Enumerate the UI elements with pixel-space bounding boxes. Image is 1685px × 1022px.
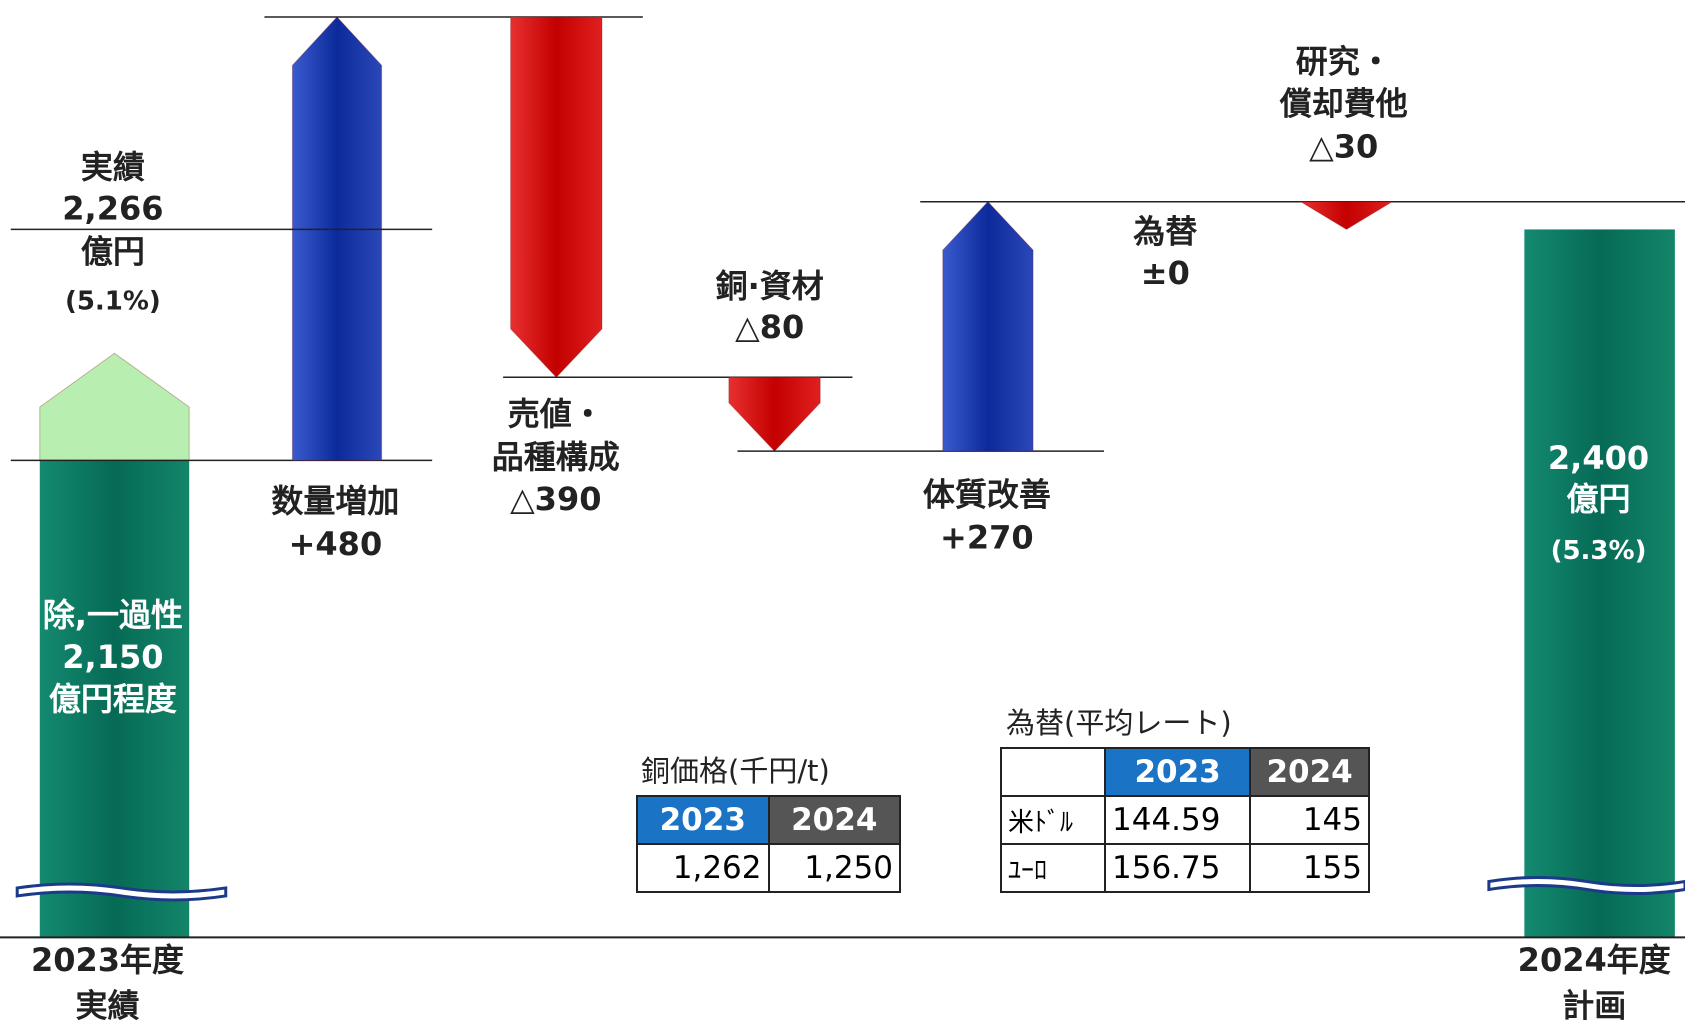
arrow (291, 16, 383, 461)
label: △30 (1309, 127, 1378, 165)
row-label: ﾕｰﾛ (1000, 843, 1106, 893)
label: 2023年度 (31, 941, 184, 979)
label: 億円 (1567, 480, 1631, 518)
label: 研究・ (1296, 42, 1392, 80)
label: 実績 (75, 986, 139, 1022)
table-title: 為替(平均レート) (1006, 706, 1232, 740)
label: 品種構成 (492, 438, 620, 476)
label: 実績 (81, 148, 145, 186)
label: 体質改善 (923, 476, 1051, 514)
bar (1524, 229, 1675, 938)
cell: 145 (1249, 795, 1370, 845)
label: 計画 (1562, 986, 1626, 1022)
label: 億円程度 (49, 680, 177, 718)
label: 2,150 (62, 638, 163, 676)
header: 2024 (1249, 747, 1370, 797)
label: 売値・ (508, 395, 604, 433)
label: 2,400 (1548, 439, 1649, 477)
arrow (728, 376, 821, 452)
header: 2023 (1103, 747, 1252, 797)
label: 償却費他 (1279, 84, 1408, 122)
cell: 144.59 (1103, 795, 1252, 845)
axis-break (1487, 876, 1685, 895)
arrow (39, 352, 190, 461)
copper-table: 2023 2024 1,262 1,250 (636, 795, 901, 893)
arrow (510, 16, 603, 378)
arrow (1298, 201, 1394, 231)
cell (1000, 747, 1106, 797)
cell: 1,250 (767, 843, 901, 893)
label: ±0 (1141, 254, 1190, 292)
label: △390 (510, 480, 601, 518)
label: (5.3%) (1551, 536, 1647, 566)
fx-table: 2023 2024 米ﾄﾞﾙ 144.59 145 ﾕｰﾛ 156.75 155 (1000, 747, 1370, 893)
cell: 1,262 (636, 843, 770, 893)
label: 2024年度 (1518, 941, 1671, 979)
label: 数量増加 (271, 482, 399, 520)
label: +480 (289, 525, 383, 563)
table-title: 銅価格(千円/t) (641, 754, 830, 788)
axis-break (15, 882, 228, 902)
label: +270 (940, 519, 1034, 557)
label: 除,一過性 (43, 596, 183, 634)
bar (39, 460, 190, 938)
row-label: 米ﾄﾞﾙ (1000, 795, 1106, 845)
label: △80 (735, 308, 804, 346)
label: 為替 (1133, 212, 1197, 250)
arrow (942, 200, 1034, 452)
label: 億円 (81, 233, 145, 271)
header: 2024 (767, 795, 901, 845)
header: 2023 (636, 795, 770, 845)
label: (5.1%) (65, 287, 161, 317)
cell: 155 (1249, 843, 1370, 893)
label: 2,266 (62, 190, 163, 228)
cell: 156.75 (1103, 843, 1252, 893)
label: 銅·資材 (716, 267, 824, 305)
